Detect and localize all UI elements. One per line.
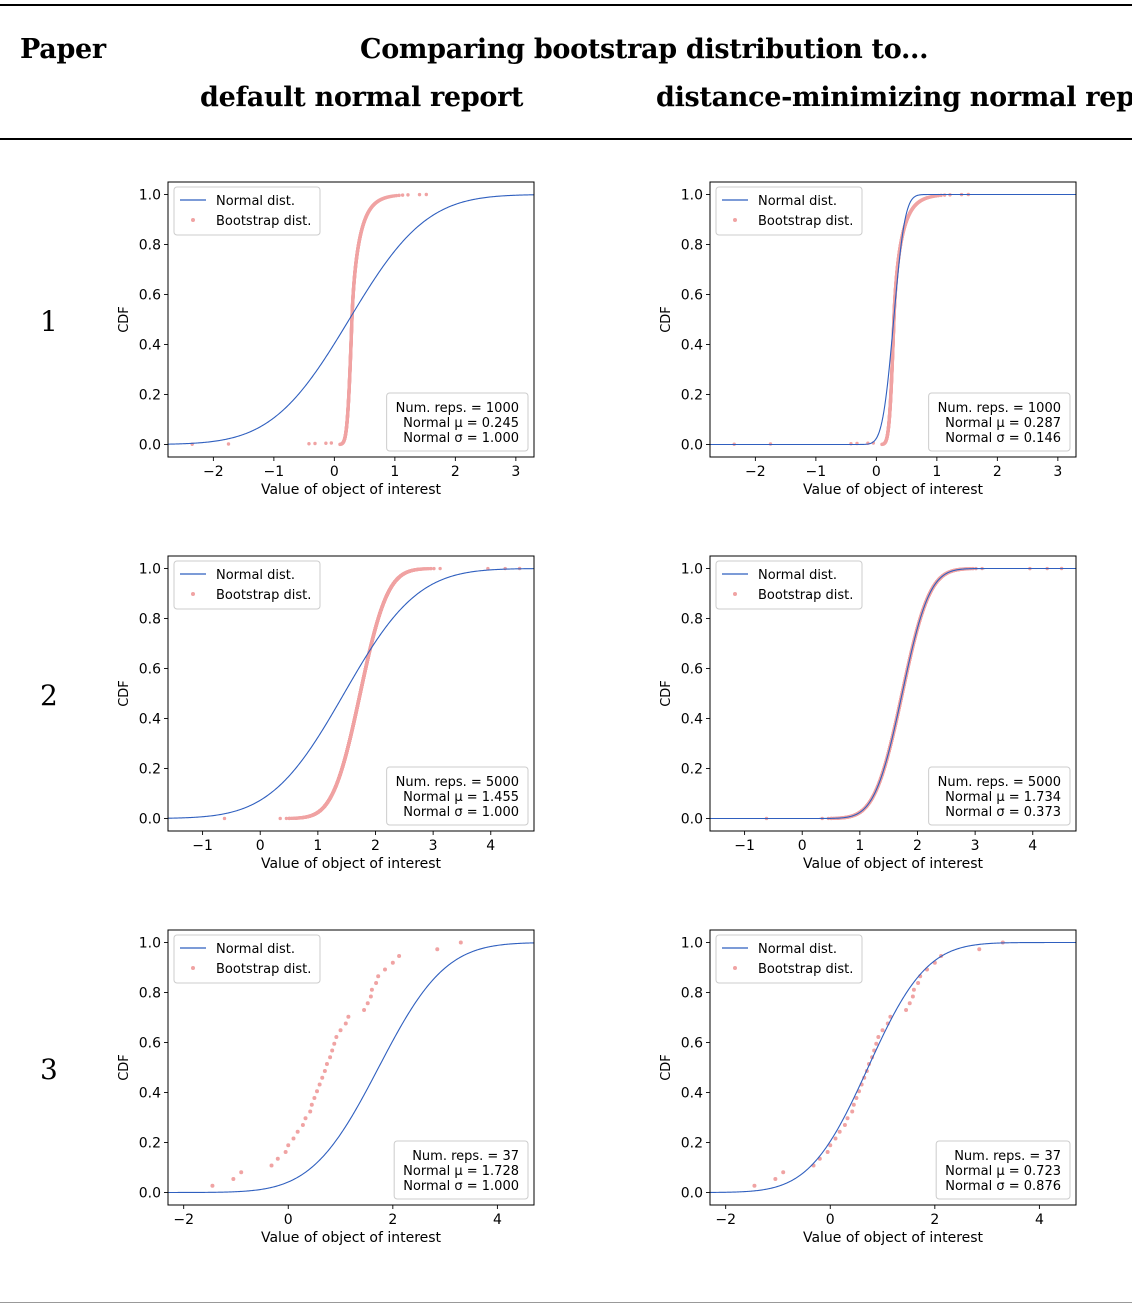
y-axis-label: CDF: [117, 680, 132, 707]
stats-line: Normal σ = 1.000: [403, 431, 519, 446]
x-axis-label: Value of object of interest: [803, 482, 984, 498]
x-tick-label: 2: [371, 838, 380, 854]
bootstrap-point: [406, 193, 410, 197]
bootstrap-point: [284, 816, 289, 821]
x-tick-label: 1: [390, 464, 399, 480]
bootstrap-point: [400, 193, 405, 197]
y-tick-label: 0.0: [139, 438, 161, 454]
bootstrap-point: [942, 193, 947, 197]
x-tick-label: 3: [511, 464, 520, 480]
bootstrap-point: [226, 442, 231, 446]
legend-box: [173, 186, 321, 236]
bootstrap-point: [424, 192, 429, 197]
x-tick-label: 0: [256, 838, 265, 854]
normal-cdf-line: [710, 193, 1076, 446]
legend-bootstrap-label: Bootstrap dist.: [216, 214, 311, 229]
x-tick-label: −1: [192, 838, 213, 854]
plot-area: [168, 566, 534, 821]
bootstrap-point: [417, 192, 422, 197]
top-rule: [0, 4, 1132, 6]
plot-frame: [167, 181, 535, 458]
x-tick-label: 2: [993, 464, 1002, 480]
header-rule: [0, 138, 1132, 140]
x-tick-label: 3: [429, 838, 438, 854]
x-tick-label: 4: [486, 838, 495, 854]
legend-normal-label: Normal dist.: [758, 194, 837, 209]
y-tick-label: 1.0: [681, 188, 703, 204]
x-axis-label: Value of object of interest: [261, 856, 442, 872]
header-default-report: default normal report: [200, 82, 524, 113]
y-tick-label: 0.4: [139, 338, 161, 354]
y-tick-label: 0.8: [681, 238, 703, 254]
y-tick-label: 0.2: [139, 388, 161, 404]
bootstrap-point: [313, 441, 317, 446]
plot-frame: [709, 181, 1077, 458]
bootstrap-point: [329, 441, 334, 445]
bootstrap-point: [278, 816, 282, 821]
y-tick-label: 0.6: [681, 288, 703, 304]
bootstrap-point: [324, 441, 328, 445]
legend-bootstrap-swatch: [733, 218, 737, 222]
x-tick-label: 0: [872, 464, 881, 480]
x-axis-label: Value of object of interest: [261, 482, 442, 498]
y-tick-label: 1.0: [139, 562, 161, 578]
row-label-paper-1: 1: [40, 305, 58, 338]
stats-line: Normal μ = 0.245: [403, 416, 519, 431]
bootstrap-point: [397, 193, 401, 198]
y-axis-label: CDF: [117, 306, 132, 333]
legend-normal-label: Normal dist.: [216, 194, 295, 209]
stats-line: Num. reps. = 1000: [938, 401, 1061, 416]
legend-bootstrap-swatch: [191, 218, 195, 222]
chart-paper-2-default: 0.0 0.2 0.4 0.6 0.8 1.0 −1 0 1 2 3 4 Value of object…: [110, 548, 550, 878]
legend-box: [715, 186, 863, 236]
stats-line: Num. reps. = 1000: [396, 401, 519, 416]
stats-box: [386, 392, 529, 452]
x-tick-label: −2: [203, 464, 224, 480]
y-tick-label: 0.0: [681, 438, 703, 454]
stats-box: [928, 392, 1071, 452]
stats-line: Normal μ = 0.287: [945, 416, 1061, 431]
chart-paper-1-distance-minimizing: 0.0 0.2 0.4 0.6 0.8 1.0 −2 −1 0 1 2 3 Value of objec…: [652, 174, 1092, 504]
row-label-paper-3: 3: [40, 1053, 58, 1086]
plot-area: [710, 192, 1076, 447]
x-tick-label: 1: [932, 464, 941, 480]
chart-paper-1-default: 0.0 0.2 0.4 0.6 0.8 1.0 −2 −1 0 1 2 3 Value of objec…: [110, 174, 550, 504]
x-tick-label: 3: [1053, 464, 1062, 480]
normal-cdf-line: [168, 194, 534, 445]
chart-svg: 0.0 0.2 0.4 0.6 0.8 1.0 −2 −1 0 1 2 3 Value of objec…: [659, 181, 1077, 498]
header-paper: Paper: [20, 34, 106, 65]
header-comparing: Comparing bootstrap distribution to...: [360, 34, 929, 65]
chart-svg: 0.0 0.2 0.4 0.6 0.8 1.0 −1 0 1 2 3 4 Value of object…: [117, 555, 535, 872]
bottom-rule: [0, 1302, 1132, 1303]
y-tick-label: 0.6: [139, 288, 161, 304]
header-distance-minimizing-report: distance-minimizing normal report: [656, 82, 1132, 113]
y-tick-label: 0.2: [681, 388, 703, 404]
y-tick-label: 0.4: [681, 338, 703, 354]
x-tick-label: 1: [313, 838, 322, 854]
x-tick-label: 0: [330, 464, 339, 480]
plot-area: [168, 192, 534, 447]
bootstrap-point: [307, 442, 311, 446]
y-axis-label: CDF: [659, 306, 674, 333]
y-tick-label: 0.8: [139, 612, 161, 628]
row-label-paper-2: 2: [40, 679, 58, 712]
x-tick-label: −1: [806, 464, 827, 480]
x-tick-label: 2: [451, 464, 460, 480]
x-tick-label: −2: [745, 464, 766, 480]
x-tick-label: −1: [264, 464, 285, 480]
y-tick-label: 0.0: [139, 812, 161, 828]
y-tick-label: 0.8: [139, 238, 161, 254]
legend-bootstrap-label: Bootstrap dist.: [758, 214, 853, 229]
y-tick-label: 0.2: [139, 762, 161, 778]
stats-line: Normal σ = 0.146: [945, 431, 1061, 446]
y-tick-label: 1.0: [139, 188, 161, 204]
bootstrap-point: [394, 193, 399, 198]
y-tick-label: 0.6: [139, 662, 161, 678]
y-tick-label: 0.4: [139, 712, 161, 728]
chart-svg: 0.0 0.2 0.4 0.6 0.8 1.0 −2 −1 0 1 2 3 Value of objec…: [117, 181, 535, 498]
